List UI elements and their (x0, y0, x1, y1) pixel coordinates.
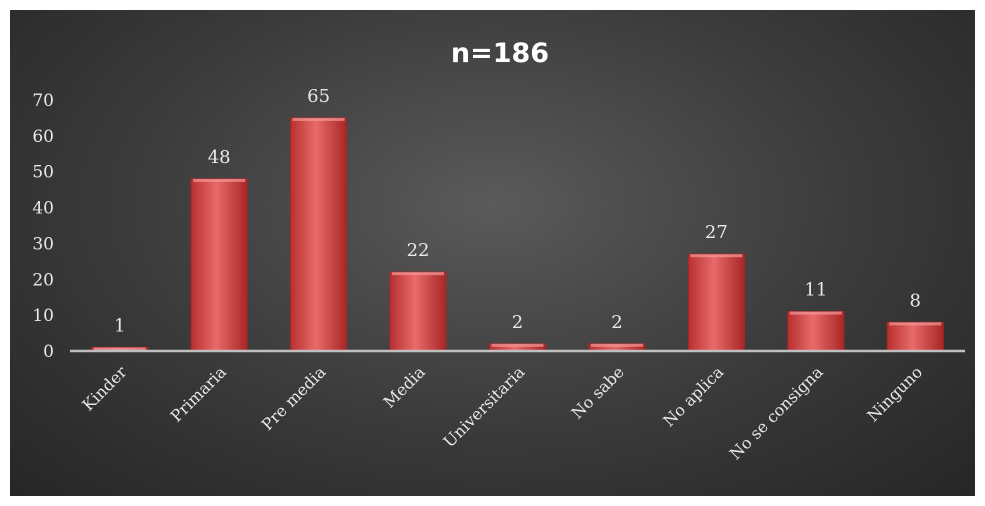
x-tick-label: Media (380, 362, 430, 412)
x-tick-label: Primaria (167, 362, 231, 426)
data-label: 48 (208, 147, 231, 168)
bars (91, 117, 944, 352)
y-tick-label: 70 (32, 91, 54, 111)
x-tick-label: No se consigna (726, 362, 827, 463)
bar-highlight (889, 322, 942, 326)
bar (687, 253, 745, 352)
data-label: 8 (910, 290, 921, 311)
bar (886, 321, 944, 352)
data-label: 11 (804, 280, 827, 301)
chart-frame: n=186 0 10 20 30 40 50 60 70 1 48 65 22 2 2 27 11 8 Kin… (10, 10, 975, 496)
data-label: 27 (705, 222, 728, 243)
chart-title: n=186 (451, 38, 549, 69)
y-tick-label: 0 (43, 342, 54, 362)
y-axis: 0 10 20 30 40 50 60 70 (32, 91, 54, 362)
bar (190, 178, 248, 352)
bar (787, 311, 845, 352)
y-tick-label: 10 (32, 306, 54, 326)
data-label: 2 (611, 312, 622, 333)
y-tick-label: 20 (32, 270, 54, 290)
bar-highlight (789, 311, 842, 315)
y-tick-label: 60 (32, 127, 54, 147)
x-tick-label: Kinder (78, 362, 130, 414)
bar-highlight (193, 178, 246, 182)
bar (389, 271, 447, 352)
y-tick-label: 30 (32, 234, 54, 254)
x-tick-label: No sabe (568, 362, 628, 422)
data-label: 65 (307, 86, 330, 107)
bar (290, 117, 348, 352)
bar-highlight (491, 343, 544, 347)
x-tick-label: No aplica (659, 362, 727, 430)
x-tick-label: Ninguno (863, 362, 926, 425)
bar-highlight (93, 347, 146, 351)
y-tick-label: 50 (32, 163, 54, 183)
bar-highlight (392, 272, 445, 276)
data-label: 1 (114, 315, 125, 336)
bar-highlight (690, 254, 743, 258)
x-tick-label: Pre media (258, 362, 330, 434)
y-tick-label: 40 (32, 199, 54, 219)
bar-highlight (590, 343, 643, 347)
data-label: 22 (407, 240, 430, 261)
x-tick-label: Universitaria (439, 362, 528, 451)
data-label: 2 (512, 312, 523, 333)
bar-highlight (292, 117, 345, 121)
x-axis: Kinder Primaria Pre media Media Universitari… (70, 349, 965, 463)
